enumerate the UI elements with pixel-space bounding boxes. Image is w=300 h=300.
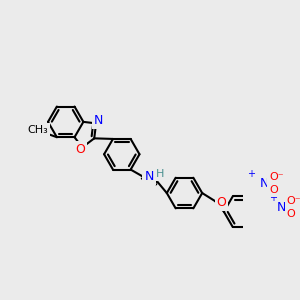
Text: O: O [75,143,85,156]
Text: O⁻: O⁻ [269,172,284,182]
Text: O: O [217,196,226,209]
Text: H: H [156,169,165,179]
Text: O: O [286,209,295,219]
Text: O: O [269,185,278,195]
Text: +: + [247,169,255,179]
Text: N: N [277,201,286,214]
Text: CH₃: CH₃ [27,125,48,135]
Text: O⁻: O⁻ [286,196,300,206]
Text: N: N [259,177,268,190]
Text: N: N [144,170,154,183]
Text: +: + [269,193,277,203]
Text: N: N [94,115,103,128]
